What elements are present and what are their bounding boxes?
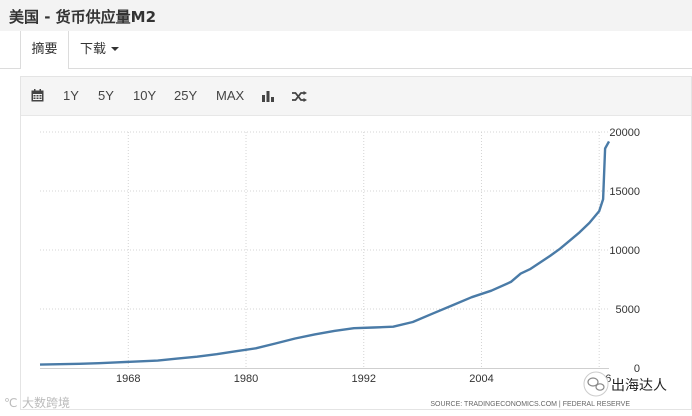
watermark-left: ℃ 大数跨境	[4, 395, 70, 410]
range-5y-button[interactable]: 5Y	[98, 88, 114, 103]
page-title: 美国 - 货币供应量M2	[9, 8, 157, 26]
y-tick-label: 5000	[616, 304, 640, 316]
wechat-icon	[583, 371, 609, 397]
y-tick-label: 20000	[609, 127, 640, 139]
y-tick-label: 10000	[609, 245, 640, 257]
tab-bar: 摘要 下载	[0, 31, 692, 69]
x-tick-label: 1992	[351, 373, 375, 385]
caret-down-icon	[111, 46, 120, 51]
tab-download[interactable]: 下载	[80, 31, 120, 68]
y-tick-label: 0	[634, 363, 640, 375]
watermark-left-text: 大数跨境	[22, 395, 70, 410]
range-max-button[interactable]: MAX	[216, 88, 245, 103]
tab-download-label: 下载	[80, 42, 107, 57]
watermark-left-logo: ℃	[4, 396, 17, 410]
source-text: SOURCE: TRADINGECONOMICS.COM | FEDERAL R…	[430, 401, 630, 408]
shuffle-icon[interactable]	[292, 90, 307, 105]
x-tick-label: 1968	[116, 373, 140, 385]
chart-toolbar: 1Y 5Y 10Y 25Y MAX	[21, 77, 691, 116]
watermark-right-text: 出海达人	[611, 377, 667, 393]
range-10y-button[interactable]: 10Y	[133, 88, 157, 103]
watermark-right: 出海达人	[583, 371, 667, 397]
range-1y-button[interactable]: 1Y	[63, 88, 79, 103]
x-tick-label: 2004	[469, 373, 493, 385]
y-tick-label: 15000	[609, 186, 640, 198]
x-tick-label: 1980	[234, 373, 258, 385]
series-line	[39, 140, 611, 366]
range-25y-button[interactable]: 25Y	[174, 88, 198, 103]
calendar-icon[interactable]	[31, 89, 44, 105]
bar-chart-icon[interactable]	[262, 90, 274, 105]
tab-summary[interactable]: 摘要	[20, 31, 69, 69]
